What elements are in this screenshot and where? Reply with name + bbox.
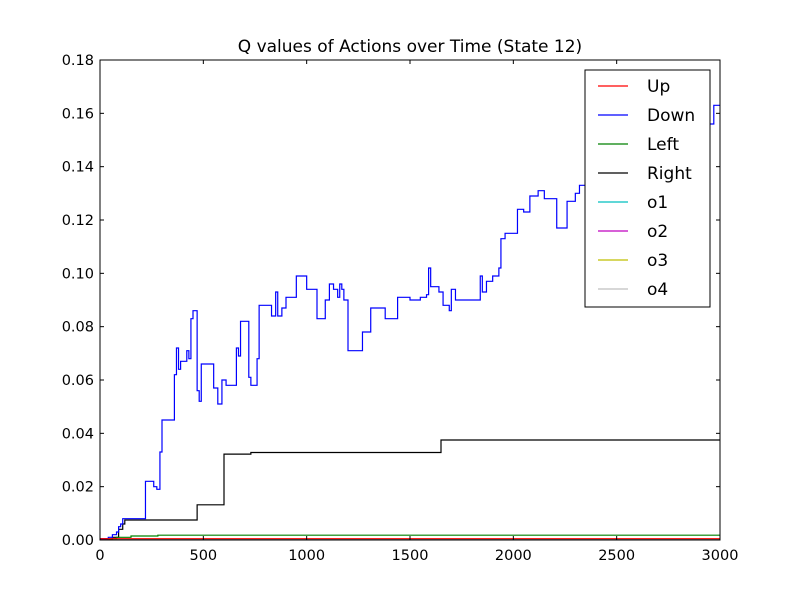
- legend-label-left: Left: [647, 135, 679, 155]
- legend-box: [584, 69, 711, 308]
- x-axis: 0 500 1000 1500 2000 2500 3000: [95, 60, 738, 564]
- x-tick-label: 0: [95, 548, 104, 564]
- y-tick-label: 0.10: [62, 266, 94, 282]
- x-tick-label: 1500: [392, 548, 429, 564]
- chart-title: Q values of Actions over Time (State 12): [238, 37, 582, 57]
- legend-label-o1: o1: [647, 193, 668, 213]
- legend: Up Down Left Right o1 o2 o3 o4: [584, 69, 711, 308]
- y-tick-label: 0.12: [62, 213, 94, 229]
- y-tick-label: 0.08: [62, 320, 94, 336]
- x-tick-label: 2500: [598, 548, 635, 564]
- legend-label-o3: o3: [647, 251, 668, 271]
- series-line-right: [100, 439, 720, 540]
- y-tick-label: 0.00: [62, 533, 94, 549]
- x-tick-label: 1000: [288, 548, 325, 564]
- series-line-down: [100, 104, 720, 540]
- legend-label-o2: o2: [647, 222, 668, 242]
- y-tick-label: 0.02: [62, 480, 94, 496]
- y-tick-label: 0.14: [62, 160, 94, 176]
- y-axis: 0.00 0.02 0.04 0.06 0.08 0.10 0.12 0.14 0.16 0.18: [62, 53, 720, 549]
- x-tick-label: 500: [189, 548, 217, 564]
- legend-label-right: Right: [647, 164, 692, 184]
- y-tick-label: 0.06: [62, 373, 94, 389]
- x-tick-label: 2000: [495, 548, 532, 564]
- y-tick-label: 0.16: [62, 106, 94, 122]
- y-tick-label: 0.04: [62, 426, 94, 442]
- x-tick-label: 3000: [702, 548, 739, 564]
- y-tick-label: 0.18: [62, 53, 94, 69]
- legend-label-down: Down: [647, 106, 695, 126]
- legend-label-o4: o4: [647, 280, 668, 300]
- legend-label-up: Up: [647, 77, 670, 97]
